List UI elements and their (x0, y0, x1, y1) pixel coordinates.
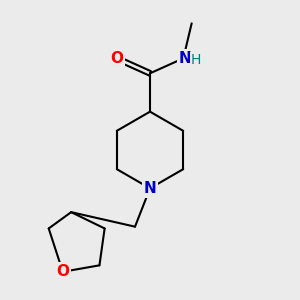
Text: N: N (144, 181, 156, 196)
Text: O: O (56, 264, 69, 279)
Text: O: O (110, 51, 123, 66)
Text: H: H (191, 53, 201, 67)
Text: N: N (178, 51, 191, 66)
